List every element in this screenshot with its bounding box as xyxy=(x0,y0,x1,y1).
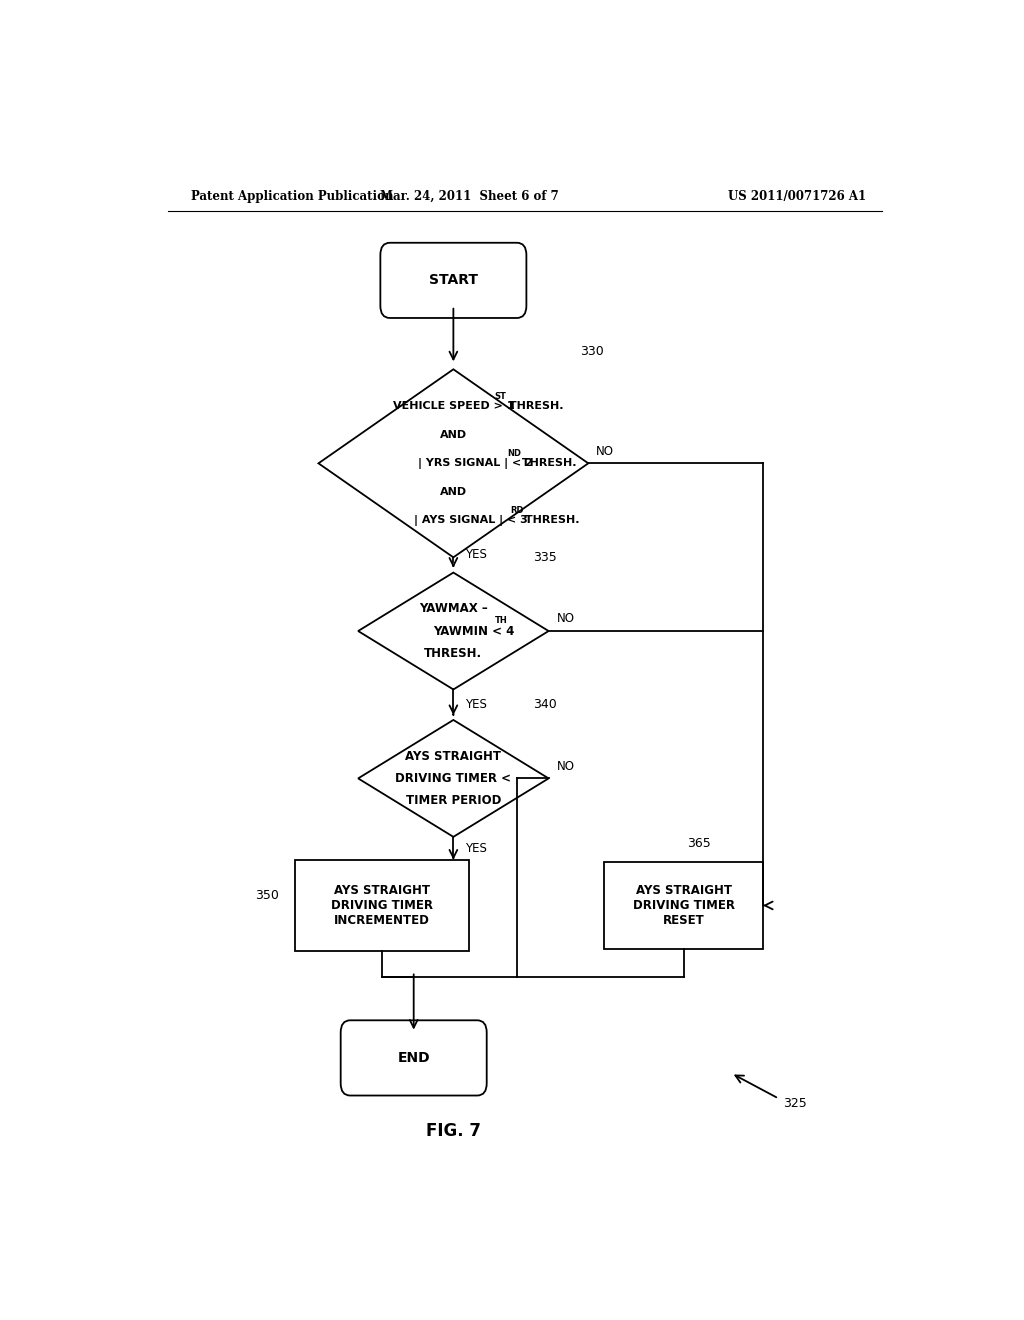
Text: YES: YES xyxy=(465,842,487,855)
Text: 335: 335 xyxy=(532,550,556,564)
Text: END: END xyxy=(397,1051,430,1065)
Text: AYS STRAIGHT
DRIVING TIMER
RESET: AYS STRAIGHT DRIVING TIMER RESET xyxy=(633,884,734,927)
Text: AND: AND xyxy=(440,430,467,440)
Text: 340: 340 xyxy=(532,698,556,711)
Text: THRESH.: THRESH. xyxy=(521,515,580,525)
Polygon shape xyxy=(318,370,588,557)
Text: NO: NO xyxy=(557,612,574,626)
Text: VEHICLE SPEED > 1: VEHICLE SPEED > 1 xyxy=(392,401,514,412)
Text: THRESH.: THRESH. xyxy=(518,458,577,469)
Text: NO: NO xyxy=(596,445,614,458)
FancyBboxPatch shape xyxy=(341,1020,486,1096)
Text: 350: 350 xyxy=(255,888,279,902)
Text: TIMER PERIOD: TIMER PERIOD xyxy=(406,795,501,808)
Polygon shape xyxy=(358,573,549,689)
Text: AND: AND xyxy=(440,487,467,496)
Text: RD: RD xyxy=(511,506,524,515)
Bar xyxy=(604,862,763,949)
Text: YES: YES xyxy=(465,698,487,711)
Text: YAWMIN < 4: YAWMIN < 4 xyxy=(433,624,515,638)
FancyBboxPatch shape xyxy=(380,243,526,318)
Text: START: START xyxy=(429,273,478,288)
Text: AYS STRAIGHT
DRIVING TIMER
INCREMENTED: AYS STRAIGHT DRIVING TIMER INCREMENTED xyxy=(331,884,433,927)
Text: YES: YES xyxy=(465,548,487,561)
Text: NO: NO xyxy=(557,760,574,772)
Text: TH: TH xyxy=(495,616,508,626)
Text: Patent Application Publication: Patent Application Publication xyxy=(191,190,394,202)
Bar xyxy=(295,859,469,952)
Text: Mar. 24, 2011  Sheet 6 of 7: Mar. 24, 2011 Sheet 6 of 7 xyxy=(380,190,559,202)
Text: YAWMAX –: YAWMAX – xyxy=(419,602,487,615)
Text: THRESH.: THRESH. xyxy=(505,401,563,412)
Text: FIG. 7: FIG. 7 xyxy=(426,1122,481,1140)
Text: THRESH.: THRESH. xyxy=(424,647,482,660)
Polygon shape xyxy=(358,719,549,837)
Text: 330: 330 xyxy=(581,345,604,358)
Text: 365: 365 xyxy=(687,837,712,850)
Text: ST: ST xyxy=(495,392,507,401)
Text: ND: ND xyxy=(507,449,521,458)
Text: US 2011/0071726 A1: US 2011/0071726 A1 xyxy=(728,190,866,202)
Text: | YRS SIGNAL | < 2: | YRS SIGNAL | < 2 xyxy=(418,458,532,469)
Text: AYS STRAIGHT: AYS STRAIGHT xyxy=(406,750,502,763)
Text: 325: 325 xyxy=(782,1097,807,1110)
Text: | AYS SIGNAL | < 3: | AYS SIGNAL | < 3 xyxy=(414,515,527,525)
Text: DRIVING TIMER <: DRIVING TIMER < xyxy=(395,772,511,785)
